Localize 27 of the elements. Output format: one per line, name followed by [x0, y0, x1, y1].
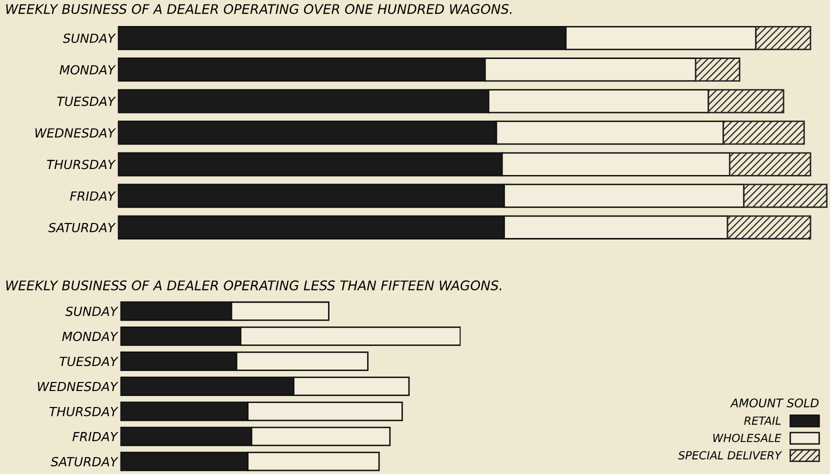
bar: [726, 215, 812, 240]
chart-title: WEEKLY BUSINESS OF A DEALER OPERATING LESS THAN FIFTEEN WAGONS.: [6, 280, 502, 290]
chart-title: WEEKLY BUSINESS OF A DEALER OPERATING OVER ONE HUNDRED WAGONS.: [6, 4, 512, 14]
legend-label: RETAIL: [744, 416, 781, 425]
legend-label: SPECIAL DELIVERY: [678, 451, 782, 460]
y-tick-label: SATURDAY: [50, 456, 118, 466]
bar: [728, 152, 812, 176]
y-tick-label: SUNDAY: [65, 306, 118, 316]
bar: [694, 58, 740, 82]
y-tick-label: MONDAY: [60, 65, 116, 75]
y-tick-label: MONDAY: [62, 332, 118, 342]
y-tick-label: SATURDAY: [48, 222, 116, 232]
y-tick-label: TUESDAY: [57, 96, 116, 106]
legend-title: AMOUNT SOLD: [730, 398, 819, 408]
y-tick-label: TUESDAY: [60, 356, 118, 366]
y-tick-label: FRIDAY: [70, 191, 116, 201]
y-tick-label: THURSDAY: [47, 160, 116, 170]
y-tick-label: SUNDAY: [62, 34, 116, 43]
legend-label: WHOLESALE: [713, 434, 782, 442]
bar: [722, 120, 805, 145]
y-tick-label: WEDNESDAY: [38, 382, 118, 392]
y-tick-label: WEDNESDAY: [35, 128, 116, 138]
y-tick-label: FRIDAY: [72, 432, 118, 442]
y-tick-label: THURSDAY: [49, 406, 118, 416]
bar: [755, 26, 812, 50]
bar: [708, 89, 784, 114]
bar: [743, 184, 828, 208]
